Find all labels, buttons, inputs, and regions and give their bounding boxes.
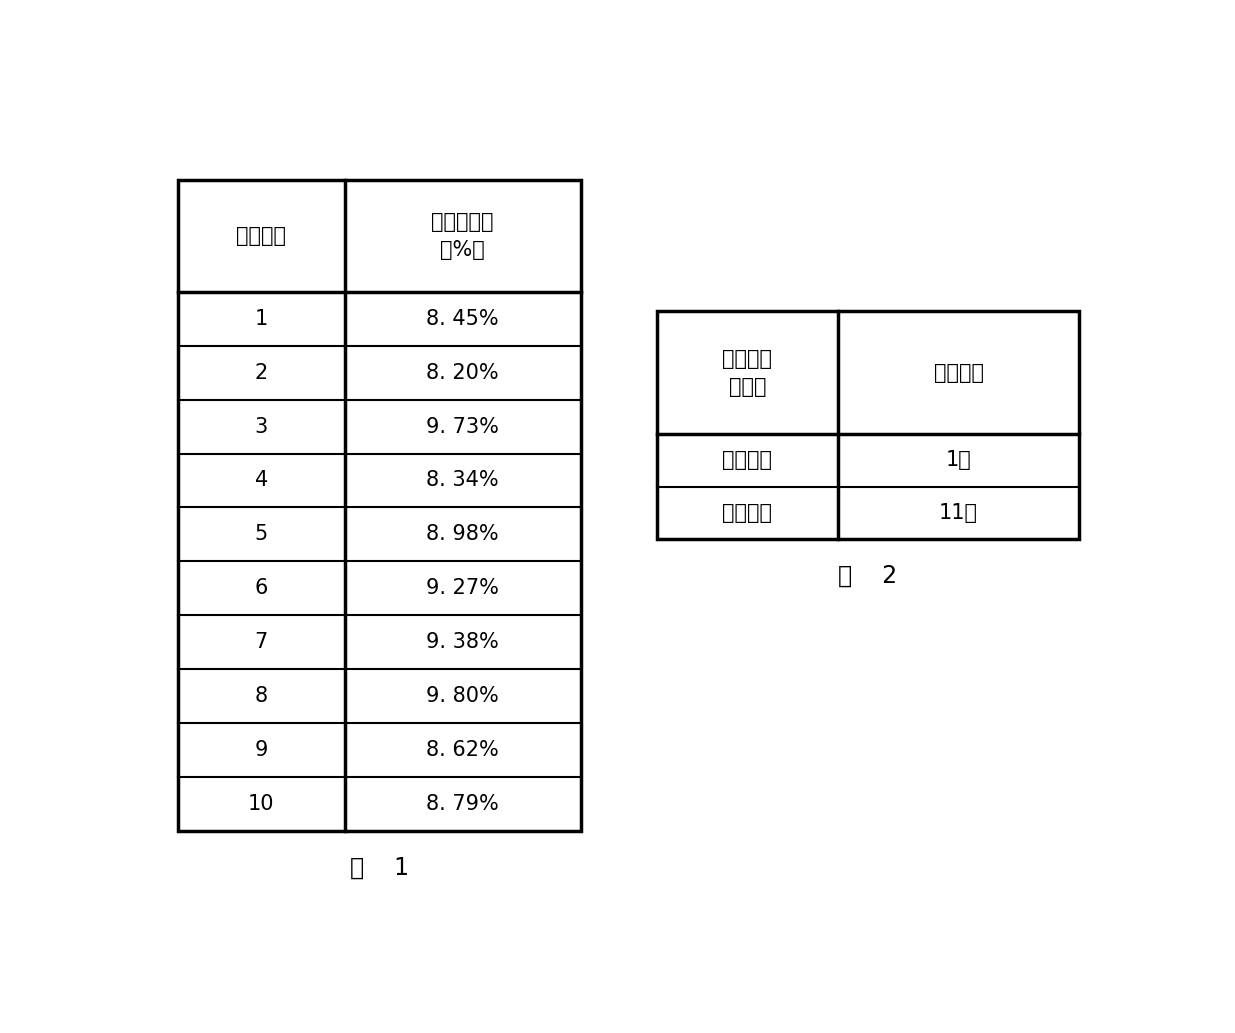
Text: 8: 8 [254,686,268,707]
Text: 9: 9 [254,740,268,760]
Text: 2: 2 [254,363,268,382]
Text: 8. 20%: 8. 20% [426,363,499,382]
Text: 8. 45%: 8. 45% [426,309,499,328]
Text: 9. 80%: 9. 80% [426,686,499,707]
Text: 8. 98%: 8. 98% [426,525,499,544]
Text: 9. 27%: 9. 27% [426,578,499,598]
Text: 10: 10 [248,794,274,814]
Text: 干燥阶段: 干燥阶段 [722,503,772,523]
Bar [657,311,1079,539]
Text: 3: 3 [254,416,268,437]
Text: 所耗时间: 所耗时间 [934,363,983,382]
Bar [178,180,580,831]
Text: 表    2: 表 2 [839,564,898,588]
Text: 9. 38%: 9. 38% [426,632,499,652]
Text: 试验编号: 试验编号 [236,226,287,246]
Text: 9. 73%: 9. 73% [426,416,499,437]
Text: 4: 4 [254,470,268,491]
Text: 6: 6 [254,578,268,598]
Text: 木材含水率
（%）: 木材含水率 （%） [431,212,494,260]
Text: 表    1: 表 1 [350,855,409,879]
Text: 5: 5 [254,525,268,544]
Text: 蒸汽干燥
分阶段: 蒸汽干燥 分阶段 [722,349,772,397]
Text: 8. 62%: 8. 62% [426,740,499,760]
Text: 8. 34%: 8. 34% [426,470,499,491]
Text: 8. 79%: 8. 79% [426,794,499,814]
Text: 1: 1 [254,309,268,328]
Text: 7: 7 [254,632,268,652]
Text: 11天: 11天 [939,503,978,523]
Text: 1天: 1天 [946,450,972,470]
Text: 喷蒸阶段: 喷蒸阶段 [722,450,772,470]
